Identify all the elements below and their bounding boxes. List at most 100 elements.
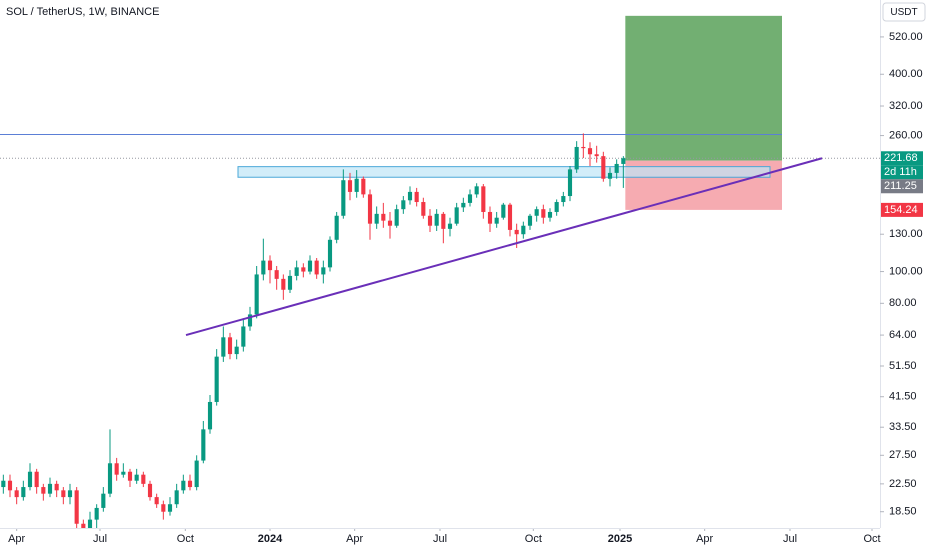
y-tick-label: 260.00 [889, 129, 923, 141]
candle-body [14, 490, 19, 498]
candle-body [61, 490, 66, 498]
candle-body [214, 356, 219, 402]
candle-body [594, 154, 599, 157]
candle-body [174, 490, 179, 505]
countdown-box [881, 165, 923, 180]
candle-body [601, 156, 606, 179]
candle-body [561, 196, 566, 203]
candle-body [121, 471, 126, 475]
y-tick-label: 130.00 [889, 228, 923, 240]
candle-body [361, 178, 366, 195]
y-tick-label: 18.50 [889, 506, 917, 518]
candle-body [407, 191, 413, 201]
candle-body [574, 146, 579, 170]
y-tick-label: 33.50 [889, 421, 917, 433]
candle-body [554, 202, 559, 212]
candle-body [394, 209, 399, 226]
candle-body [301, 267, 306, 272]
candle-body [501, 204, 506, 218]
currency-box[interactable] [882, 2, 926, 22]
candle-body [54, 483, 59, 491]
candle-body [1, 480, 6, 488]
y-tick-label: 320.00 [889, 100, 923, 112]
candle-body [354, 178, 359, 192]
chart-title: SOL / TetherUS, 1W, BINANCE [6, 6, 159, 18]
candle-body [541, 209, 546, 218]
candle-body [401, 200, 406, 210]
candle-body [421, 202, 426, 216]
candle-body [67, 490, 73, 498]
candle-body [27, 471, 33, 488]
x-tick-label: Apr [696, 533, 713, 545]
candle-body [414, 191, 419, 203]
candle-body [447, 223, 453, 229]
x-tick-label: Apr [346, 533, 363, 545]
candle-body [527, 215, 533, 226]
candle-body [21, 487, 26, 498]
x-tick-label: 2024 [258, 533, 283, 545]
candle-body [114, 463, 119, 475]
candle-body [321, 267, 326, 275]
candle-body [314, 260, 319, 275]
candle-body [494, 217, 499, 224]
x-tick-label: Oct [177, 533, 194, 545]
candle-body [521, 225, 526, 235]
candle-body [507, 204, 513, 230]
candle-body [7, 480, 13, 491]
candle-body [534, 209, 539, 216]
candle-body [461, 202, 466, 208]
candle-body [341, 180, 346, 216]
candle-body [281, 278, 286, 290]
candle-body [427, 215, 433, 226]
candle-body [274, 270, 279, 279]
candle-body [167, 504, 173, 512]
candle-body [374, 213, 379, 224]
y-tick-label: 41.50 [889, 391, 917, 403]
candle-body [47, 483, 53, 494]
candle-body [154, 497, 159, 505]
x-tick-label: 2025 [608, 533, 632, 545]
candle-body [434, 213, 439, 226]
mark-price-label: 211.25 [884, 180, 917, 192]
axis-area: 18.50 22.50 27.50 33.50 41.50 51.50 64.00 80.00… [0, 31, 923, 545]
x-tick-label: Oct [863, 533, 880, 545]
candle-body [547, 211, 553, 218]
candle-body [101, 493, 106, 508]
profit-zone [625, 15, 782, 161]
candle-body [467, 194, 473, 203]
candle-body [107, 463, 113, 494]
plot-area [0, 15, 880, 528]
x-tick-label: Oct [525, 533, 542, 545]
y-tick-label: 51.50 [889, 360, 917, 372]
stop-price-label: 154.24 [884, 204, 918, 216]
candle-body [87, 519, 93, 528]
candle-body [201, 429, 206, 461]
candle-body [607, 172, 613, 179]
currency-label[interactable]: USDT [890, 7, 917, 18]
y-tick-label: 27.50 [889, 449, 917, 461]
candle-body [261, 260, 266, 275]
candle-body [141, 474, 146, 484]
x-tick-label: Apr [8, 533, 25, 545]
candle-body [194, 460, 199, 488]
last-price-label-box [881, 151, 923, 166]
x-tick-label: Jul [783, 533, 797, 545]
candle-body [347, 180, 353, 192]
x-tick-label: Jul [433, 533, 447, 545]
candle-body [387, 220, 393, 226]
candle-body [241, 326, 246, 347]
candle-body [307, 260, 313, 272]
candle-body [481, 186, 486, 212]
candle-body [81, 523, 86, 528]
candle-body [187, 480, 193, 488]
candle-body [127, 471, 133, 481]
candle-body [247, 314, 253, 327]
last-price-label: 221.68 [884, 152, 918, 164]
y-tick-label: 400.00 [889, 68, 923, 80]
candle-body [381, 213, 386, 221]
y-tick-label: 64.00 [889, 329, 917, 341]
candle-body [181, 480, 186, 491]
candle-body [41, 487, 46, 494]
